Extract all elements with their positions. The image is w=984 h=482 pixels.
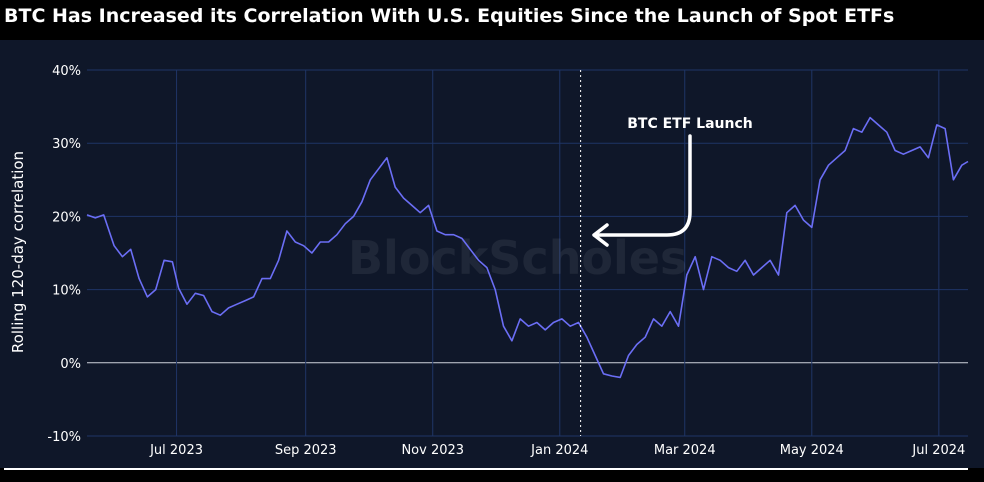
etf-launch-arrow (596, 134, 692, 237)
x-tick-label: Jul 2024 (911, 443, 965, 458)
series-layer (86, 116, 969, 379)
chart-canvas: BlockScholes -10% 0% 10% 20% 30% 40% Jul 2023 S… (9, 64, 969, 458)
y-tick-label: 40% (52, 64, 81, 79)
y-tick-label: 30% (52, 137, 81, 152)
watermark: BlockScholes (348, 231, 687, 285)
series-line (86, 116, 969, 379)
arrow-head-icon (592, 223, 609, 247)
y-tick-label: -10% (47, 430, 81, 445)
y-tick-label: 10% (52, 284, 81, 299)
chart-panel: BlockScholes -10% 0% 10% 20% 30% 40% Jul 2023 S… (0, 40, 984, 468)
x-tick-label: Jul 2023 (149, 443, 203, 458)
x-tick-label: Mar 2024 (654, 443, 716, 458)
x-tick-label: Nov 2023 (401, 443, 464, 458)
etf-launch-label: BTC ETF Launch (627, 116, 753, 132)
x-tick-label: Sep 2023 (275, 443, 337, 458)
y-axis-label: Rolling 120-day correlation (9, 151, 27, 353)
annotation-layer: BTC ETF Launch (580, 70, 753, 436)
chart-title: BTC Has Increased its Correlation With U… (4, 5, 895, 27)
bottom-divider (4, 468, 968, 470)
y-tick-label: 0% (60, 357, 81, 372)
x-tick-label: May 2024 (780, 443, 844, 458)
grid-lines (87, 69, 968, 437)
x-tick-label: Jan 2024 (530, 443, 588, 458)
axis-ticks: -10% 0% 10% 20% 30% 40% Jul 2023 Sep 2023 Nov 20… (47, 64, 965, 458)
y-tick-label: 20% (52, 210, 81, 225)
